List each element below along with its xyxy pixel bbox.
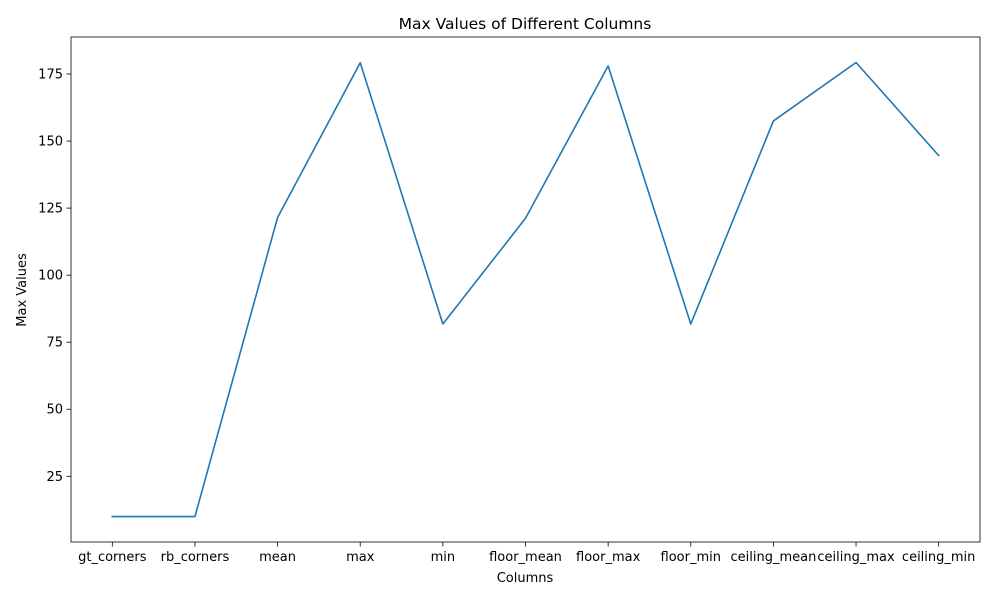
series-line [111, 61, 940, 518]
y-tick-label: 50 [46, 403, 63, 418]
x-axis-label: Columns [497, 571, 554, 586]
y-tick-label: 75 [46, 336, 63, 351]
x-tick-label: max [346, 550, 375, 565]
x-tick-label: gt_corners [78, 550, 147, 565]
y-tick-label: 175 [38, 68, 63, 83]
y-tick-label: 150 [38, 135, 63, 150]
y-tick-label: 125 [38, 202, 63, 217]
x-tick-label: rb_corners [161, 550, 230, 565]
x-tick-label: ceiling_max [817, 550, 895, 565]
x-tick-label: floor_max [576, 550, 641, 565]
x-tick-label: ceiling_mean [730, 550, 816, 565]
y-tick-label: 25 [46, 470, 63, 485]
x-tick-label: ceiling_min [902, 550, 976, 565]
x-tick-label: min [431, 550, 456, 565]
x-tick-label: floor_min [661, 550, 721, 565]
y-axis: 25 50 75 100 125 150 175 [38, 68, 71, 485]
y-tick-label: 100 [38, 269, 63, 284]
y-axis-label: Max Values [15, 253, 30, 327]
x-tick-label: floor_mean [489, 550, 562, 565]
x-axis: gt_corners rb_corners mean max min floor_mean… [78, 542, 975, 565]
chart-title: Max Values of Different Columns [399, 15, 652, 33]
x-tick-label: mean [259, 550, 296, 565]
